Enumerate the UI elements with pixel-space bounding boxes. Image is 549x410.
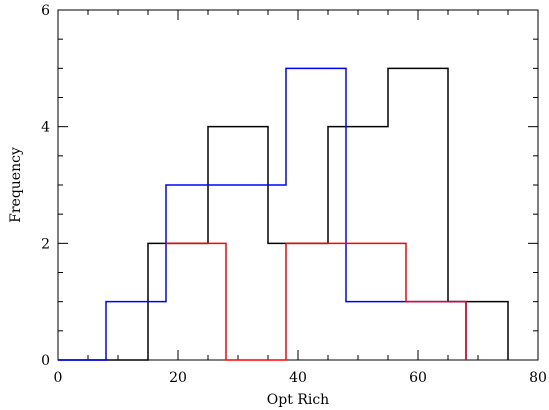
y-tick-label: 2 [41,236,50,252]
y-tick-label: 0 [41,353,50,369]
histogram-series-2 [58,67,467,361]
y-axis: 0 2 4 6 [41,3,538,369]
x-axis: 0 20 40 60 80 [54,10,547,386]
x-tick-label: 20 [169,370,187,386]
y-tick-label: 6 [41,3,50,19]
x-tick-label: 0 [54,370,63,386]
y-axis-title: Frequency [8,147,24,223]
x-axis-title: Opt Rich [267,392,329,408]
y-tick-label: 4 [41,120,50,136]
x-tick-label: 40 [289,370,307,386]
x-tick-label: 60 [409,370,427,386]
histogram-series-3 [166,242,467,361]
histogram-series-1 [58,67,509,361]
x-tick-label: 80 [529,370,547,386]
histogram-series [58,67,509,361]
